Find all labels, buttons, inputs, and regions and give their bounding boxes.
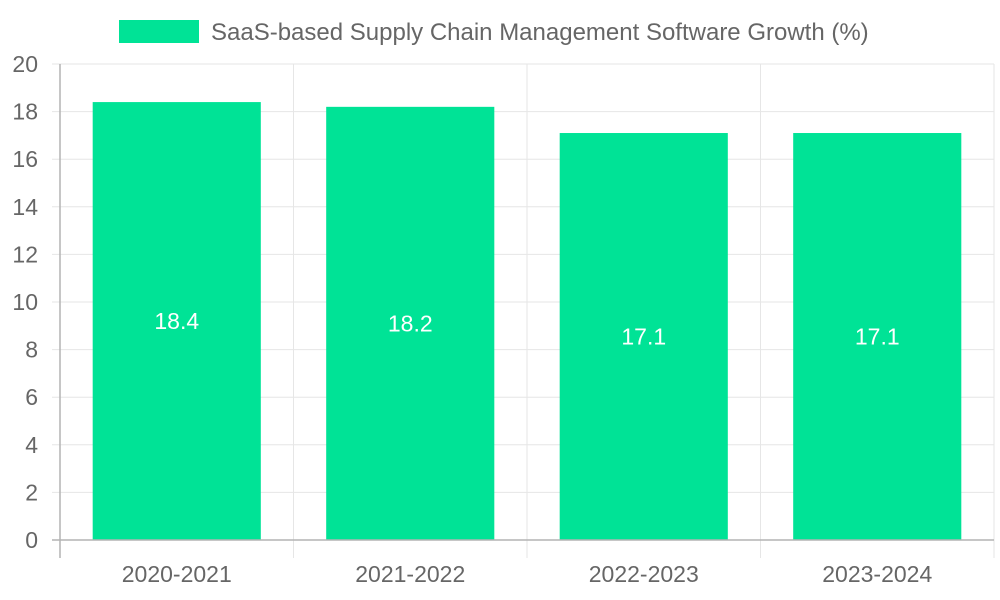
bar[interactable] xyxy=(559,133,728,540)
bar-value-label: 17.1 xyxy=(621,324,666,350)
y-tick-label: 20 xyxy=(12,51,38,77)
y-tick-label: 14 xyxy=(12,194,38,220)
bar-value-label: 18.4 xyxy=(154,308,199,334)
y-tick-label: 0 xyxy=(25,527,38,553)
x-tick-label: 2021-2022 xyxy=(355,561,465,587)
bar-value-label: 17.1 xyxy=(855,324,900,350)
legend-label: SaaS-based Supply Chain Management Softw… xyxy=(211,19,869,46)
y-tick-label: 18 xyxy=(12,99,38,125)
data-labels: 18.4 18.2 17.1 17.1 xyxy=(154,308,899,349)
y-tick-label: 12 xyxy=(12,241,38,267)
y-tick-label: 10 xyxy=(12,289,38,315)
y-tick-label: 4 xyxy=(25,432,38,458)
bar[interactable] xyxy=(793,133,962,540)
y-tick-label: 16 xyxy=(12,146,38,172)
legend-swatch xyxy=(119,20,199,43)
x-tick-label: 2020-2021 xyxy=(122,561,232,587)
bar[interactable] xyxy=(326,106,495,540)
bars xyxy=(92,102,962,540)
y-tick-label: 6 xyxy=(25,384,38,410)
y-tick-label: 8 xyxy=(25,337,38,363)
bar-value-label: 18.2 xyxy=(388,310,433,336)
y-tick-label: 2 xyxy=(25,479,38,505)
chart-legend[interactable]: SaaS-based Supply Chain Management Softw… xyxy=(119,19,869,46)
x-tick-label: 2023-2024 xyxy=(822,561,932,587)
axes: 0 2 4 6 8 10 12 14 16 18 20 2020-2021 2021-2022 2022-… xyxy=(12,51,994,587)
x-tick-label: 2022-2023 xyxy=(589,561,699,587)
bar[interactable] xyxy=(92,102,261,540)
